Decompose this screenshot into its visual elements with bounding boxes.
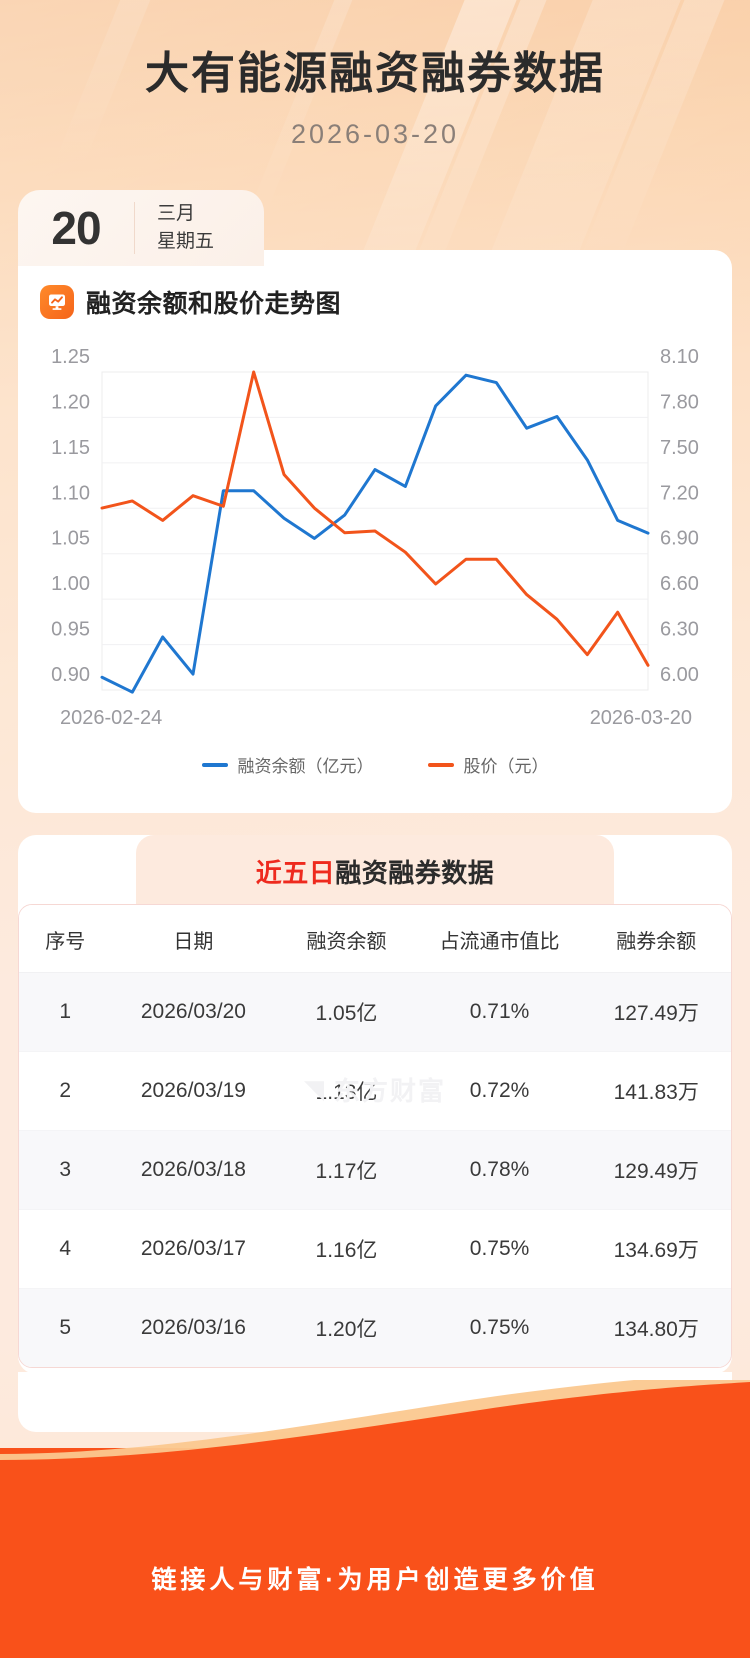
table-row[interactable]: 2 2026/03/19 1.13亿 0.72% 141.83万 xyxy=(19,1051,731,1131)
margin-trading-table: 序号 日期 融资余额 占流通市值比 融券余额 1 2026/03/20 1.05亿 0… xyxy=(19,905,731,1367)
right-axis-tick-label: 7.50 xyxy=(660,437,699,459)
cell-index: 3 xyxy=(19,1130,112,1210)
cell-index: 2 xyxy=(19,1051,112,1131)
cell-financing-balance: 1.16亿 xyxy=(275,1209,418,1289)
chart-title: 融资余额和股价走势图 xyxy=(86,290,342,318)
calendar-day: 20 xyxy=(51,202,101,254)
cell-securities-balance: 134.80万 xyxy=(581,1288,731,1367)
page-subtitle-date: 2026-03-20 xyxy=(290,118,460,149)
line-chart-monitor-icon xyxy=(40,285,74,319)
cell-date: 2026/03/17 xyxy=(111,1209,276,1289)
table-row[interactable]: 5 2026/03/16 1.20亿 0.75% 134.80万 xyxy=(19,1288,731,1367)
cell-date: 2026/03/18 xyxy=(111,1130,276,1210)
page-title: 大有能源融资融券数据 xyxy=(145,49,605,98)
calendar-chip: 20 三月 星期五 xyxy=(18,190,264,266)
margin-trading-table-wrapper: ◥ 东方财富 序号 日期 融资余额 占流通市值比 融券余额 1 2026/03/2… xyxy=(18,904,732,1368)
left-axis-tick-label: 1.05 xyxy=(51,528,90,550)
table-row[interactable]: 1 2026/03/20 1.05亿 0.71% 127.49万 xyxy=(19,972,731,1052)
column-header-index: 序号 xyxy=(19,905,112,973)
cell-date: 2026/03/16 xyxy=(111,1288,276,1367)
left-axis-tick-label: 1.00 xyxy=(51,573,90,595)
chart-card: 融资余额和股价走势图 ◥ 东方财富 1.258.101.207.801.157.… xyxy=(18,250,732,813)
chart-legend: 融资余额（亿元） 股价（元） xyxy=(18,746,732,803)
table-row[interactable]: 4 2026/03/17 1.16亿 0.75% 134.69万 xyxy=(19,1209,731,1289)
right-axis-tick-label: 8.10 xyxy=(660,346,699,368)
table-banner-highlight: 近五日 xyxy=(255,858,336,888)
series-line-financing-balance xyxy=(100,373,650,694)
legend-swatch-orange xyxy=(427,762,454,767)
content-sheet: 融资余额和股价走势图 ◥ 东方财富 1.258.101.207.801.157.… xyxy=(18,250,732,1374)
cell-market-cap-ratio: 0.71% xyxy=(417,972,582,1052)
cell-index: 4 xyxy=(19,1209,112,1289)
page-header: 大有能源融资融券数据 2026-03-20 xyxy=(0,0,750,150)
right-axis-tick-label: 7.20 xyxy=(660,482,699,504)
column-header-financing-balance: 融资余额 xyxy=(275,905,418,973)
left-axis-tick-label: 1.10 xyxy=(51,482,90,504)
calendar-weekday: 星期五 xyxy=(157,231,215,252)
table-card: 近五日融资融券数据 ◥ 东方财富 序号 日期 融资余额 占流通市值比 融券余额 xyxy=(18,835,732,1374)
right-axis-tick-label: 6.30 xyxy=(660,619,699,641)
right-axis-tick-label: 7.80 xyxy=(660,391,699,413)
legend-item-stock-price[interactable]: 股价（元） xyxy=(427,752,549,777)
left-axis-tick-label: 1.25 xyxy=(51,346,90,368)
cell-market-cap-ratio: 0.75% xyxy=(417,1209,582,1289)
cell-index: 1 xyxy=(19,972,112,1052)
calendar-month: 三月 xyxy=(157,203,196,225)
column-header-market-cap-ratio: 占流通市值比 xyxy=(417,905,582,973)
cell-date: 2026/03/20 xyxy=(111,972,276,1052)
footer-slogan: 链接人与财富·为用户创造更多价值 xyxy=(151,1566,599,1594)
cell-financing-balance: 1.13亿 xyxy=(275,1051,418,1131)
series-line-stock-price xyxy=(100,370,650,667)
cell-market-cap-ratio: 0.78% xyxy=(417,1130,582,1210)
legend-label-stock-price: 股价（元） xyxy=(463,757,549,776)
cell-index: 5 xyxy=(19,1288,112,1367)
calendar-divider xyxy=(134,202,135,254)
legend-label-financing-balance: 融资余额（亿元） xyxy=(237,757,374,776)
table-header-row: 序号 日期 融资余额 占流通市值比 融券余额 xyxy=(19,905,731,973)
cell-securities-balance: 141.83万 xyxy=(581,1051,731,1131)
left-axis-tick-label: 1.15 xyxy=(51,437,90,459)
left-axis-tick-label: 0.95 xyxy=(51,619,90,641)
right-axis-tick-label: 6.00 xyxy=(660,664,699,686)
right-axis-tick-label: 6.90 xyxy=(660,528,699,550)
cell-market-cap-ratio: 0.72% xyxy=(417,1051,582,1131)
table-banner-title: 近五日融资融券数据 xyxy=(136,835,614,904)
cell-financing-balance: 1.17亿 xyxy=(275,1130,418,1210)
left-axis-tick-label: 0.90 xyxy=(51,664,90,686)
right-axis-tick-label: 6.60 xyxy=(660,573,699,595)
chart-card-header: 融资余额和股价走势图 xyxy=(18,278,732,320)
cell-securities-balance: 129.49万 xyxy=(581,1130,731,1210)
x-axis-tick-label-end: 2026-03-20 xyxy=(590,707,692,729)
cell-financing-balance: 1.20亿 xyxy=(275,1288,418,1367)
cell-securities-balance: 134.69万 xyxy=(581,1209,731,1289)
cell-market-cap-ratio: 0.75% xyxy=(417,1288,582,1367)
table-row[interactable]: 3 2026/03/18 1.17亿 0.78% 129.49万 xyxy=(19,1130,731,1210)
legend-swatch-blue xyxy=(201,762,228,767)
cell-financing-balance: 1.05亿 xyxy=(275,972,418,1052)
dual-axis-line-chart: 1.25 8.10 1.20 7.80 1.15 7.50 1.10 7.20 1.05 6.90… xyxy=(51,346,699,729)
page-footer: 链接人与财富·为用户创造更多价值 xyxy=(0,1380,750,1658)
legend-item-financing-balance[interactable]: 融资余额（亿元） xyxy=(201,752,374,777)
cell-date: 2026/03/19 xyxy=(111,1051,276,1131)
footer-wave-decoration xyxy=(0,1380,750,1460)
column-header-securities-balance: 融券余额 xyxy=(581,905,731,973)
left-axis-tick-label: 1.20 xyxy=(51,391,90,413)
cell-securities-balance: 127.49万 xyxy=(581,972,731,1052)
chart-plot-area: ◥ 东方财富 1.258.101.207.801.157.501.107.201… xyxy=(18,346,732,746)
column-header-date: 日期 xyxy=(111,905,276,973)
table-banner-rest: 融资融券数据 xyxy=(335,858,495,888)
x-axis-tick-label-start: 2026-02-24 xyxy=(60,707,162,729)
